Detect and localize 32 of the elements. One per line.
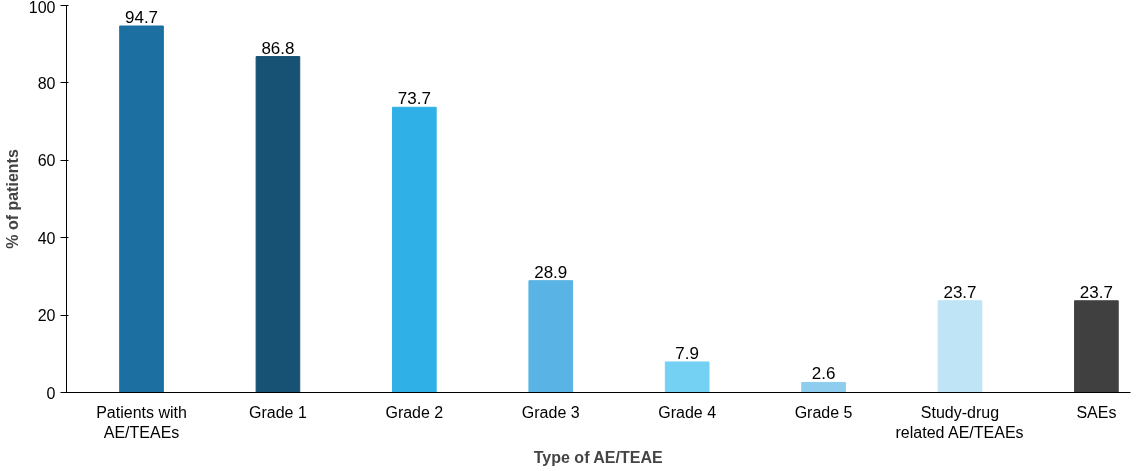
y-tick-label: 40 xyxy=(37,229,56,247)
x-tick-label: Grade 3 xyxy=(521,403,580,421)
data-label: 23.7 xyxy=(1079,282,1113,302)
y-tick-label: 100 xyxy=(28,0,56,16)
y-tick-label: 0 xyxy=(46,384,56,402)
x-tick-label: Patients with AE/TEAEs xyxy=(96,403,187,441)
y-tick-label: 60 xyxy=(37,152,56,170)
data-label: 28.9 xyxy=(534,262,568,282)
data-label: 86.8 xyxy=(261,38,295,58)
bar xyxy=(1074,300,1119,393)
bar xyxy=(664,361,710,393)
bar xyxy=(119,25,164,393)
y-tick-label: 80 xyxy=(37,74,56,92)
data-label: 7.9 xyxy=(675,343,699,363)
data-label: 2.6 xyxy=(811,364,836,384)
bar xyxy=(255,56,301,393)
x-tick-label: Grade 5 xyxy=(794,403,853,421)
data-label: 73.7 xyxy=(397,89,431,109)
x-tick-label: Grade 4 xyxy=(658,403,717,421)
data-label: 23.7 xyxy=(943,282,977,302)
x-axis-title: Type of AE/TEAE xyxy=(533,448,663,466)
x-tick-label: SAEs xyxy=(1076,403,1117,421)
bar xyxy=(801,381,846,393)
bar xyxy=(528,280,574,393)
x-tick-label: Grade 1 xyxy=(249,403,307,421)
x-tick-label: Study-drug related AE/TEAEs xyxy=(895,403,1024,441)
data-label: 94.7 xyxy=(124,8,159,28)
y-axis-title: % of patients xyxy=(3,149,21,249)
bar xyxy=(937,300,983,393)
y-tick-label: 20 xyxy=(37,307,56,325)
bar xyxy=(392,106,437,393)
x-tick-label: Grade 2 xyxy=(385,403,444,421)
